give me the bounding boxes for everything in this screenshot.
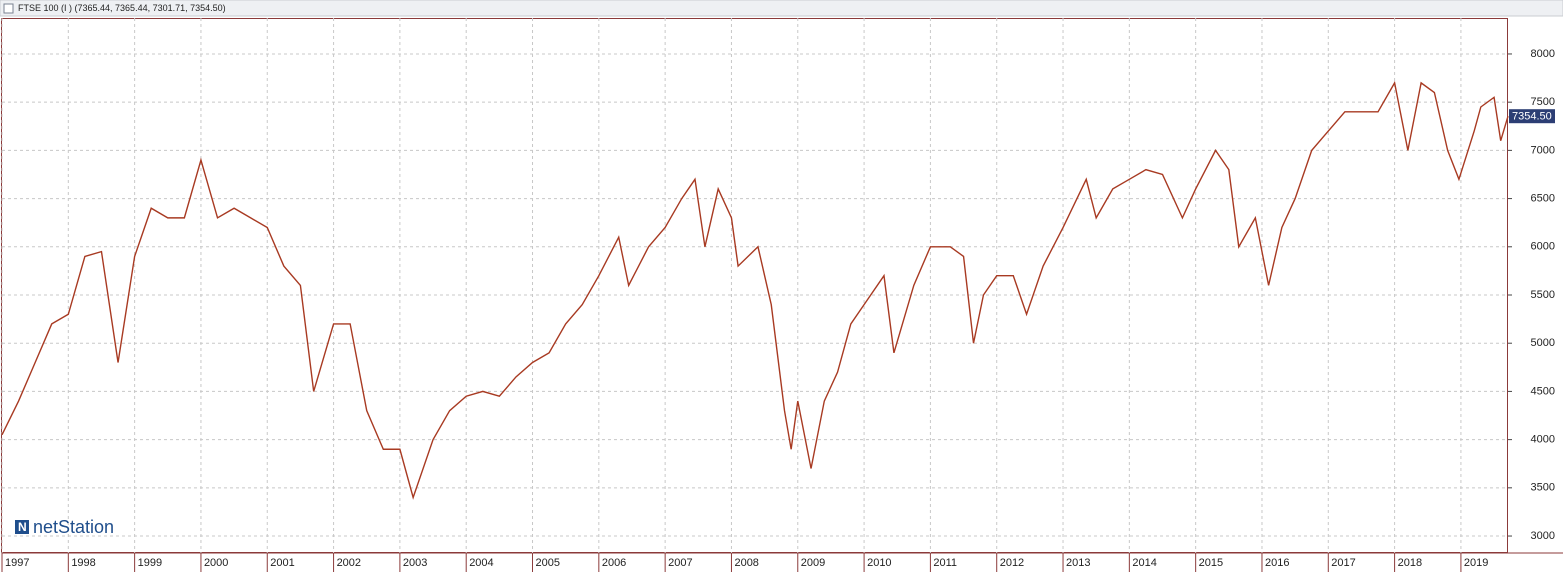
x-tick-label: 2009 bbox=[801, 557, 825, 569]
x-tick-label: 2010 bbox=[867, 557, 891, 569]
x-tick-label: 1998 bbox=[71, 557, 95, 569]
y-tick-label: 6500 bbox=[1531, 192, 1555, 204]
x-tick-label: 2015 bbox=[1199, 557, 1223, 569]
x-tick-label: 2001 bbox=[270, 557, 294, 569]
x-tick-label: 2011 bbox=[933, 557, 957, 569]
y-tick-label: 3500 bbox=[1531, 482, 1555, 494]
x-tick-label: 2002 bbox=[337, 557, 361, 569]
header-bar bbox=[0, 0, 1563, 17]
watermark-text: netStation bbox=[33, 517, 114, 537]
y-tick-label: 5500 bbox=[1531, 289, 1555, 301]
x-tick-label: 1997 bbox=[5, 557, 29, 569]
x-tick-label: 2016 bbox=[1265, 557, 1289, 569]
plot-frame bbox=[1, 18, 1508, 553]
x-tick-label: 2005 bbox=[536, 557, 560, 569]
y-tick-label: 4500 bbox=[1531, 385, 1555, 397]
x-tick-label: 2003 bbox=[403, 557, 427, 569]
x-tick-label: 2019 bbox=[1464, 557, 1488, 569]
y-tick-label: 7000 bbox=[1531, 144, 1555, 156]
x-tick-label: 2013 bbox=[1066, 557, 1090, 569]
current-value-label: 7354.50 bbox=[1512, 111, 1552, 123]
y-tick-label: 5000 bbox=[1531, 337, 1555, 349]
y-tick-label: 3000 bbox=[1531, 530, 1555, 542]
x-tick-label: 2007 bbox=[668, 557, 692, 569]
x-tick-label: 2018 bbox=[1398, 557, 1422, 569]
current-value-box bbox=[1509, 109, 1555, 124]
price-line bbox=[1, 80, 1509, 500]
x-tick-label: 2000 bbox=[204, 557, 228, 569]
x-tick-label: 2017 bbox=[1331, 557, 1355, 569]
x-tick-label: 2008 bbox=[734, 557, 758, 569]
x-tick-label: 2004 bbox=[469, 557, 493, 569]
x-tick-label: 2006 bbox=[602, 557, 626, 569]
watermark: N netStation bbox=[15, 517, 114, 537]
y-tick-label: 8000 bbox=[1531, 48, 1555, 60]
watermark-logo bbox=[15, 520, 29, 534]
header-text: FTSE 100 (I ) (7365.44, 7365.44, 7301.71… bbox=[18, 3, 226, 13]
x-tick-label: 2012 bbox=[1000, 557, 1024, 569]
x-tick-label: 2014 bbox=[1132, 557, 1156, 569]
x-tick-label: 1999 bbox=[138, 557, 162, 569]
y-tick-label: 7500 bbox=[1531, 96, 1555, 108]
watermark-logo-n: N bbox=[18, 520, 27, 534]
y-tick-label: 6000 bbox=[1531, 241, 1555, 253]
y-tick-label: 4000 bbox=[1531, 434, 1555, 446]
header-icon[interactable] bbox=[3, 3, 14, 14]
